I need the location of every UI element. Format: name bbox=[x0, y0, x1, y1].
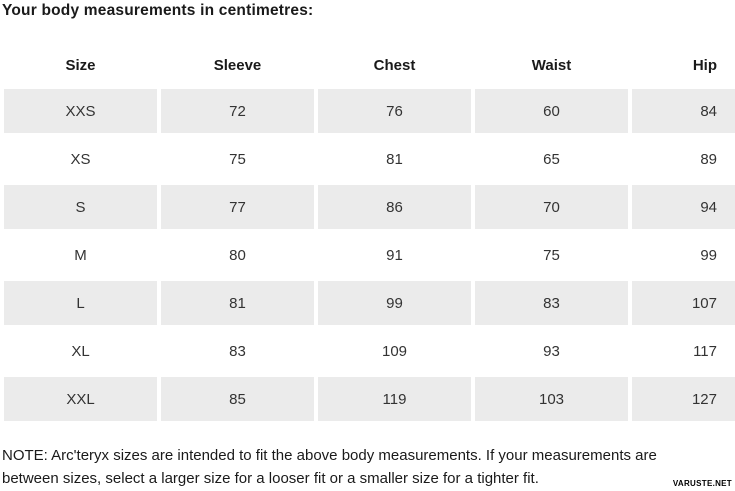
waist-value: 60 bbox=[475, 89, 628, 133]
hip-value: 94 bbox=[632, 185, 735, 229]
column-header-sleeve: Sleeve bbox=[213, 56, 262, 74]
size-fit-note: NOTE: Arc'teryx sizes are intended to fi… bbox=[2, 444, 702, 490]
waist-value: 83 bbox=[475, 281, 628, 325]
size-chart-table: Size Sleeve Chest Waist Hip XXS 72 76 60… bbox=[0, 45, 735, 425]
hip-value: 99 bbox=[700, 246, 717, 264]
table-row-xxl: XXL 85 119 103 127 bbox=[0, 377, 735, 421]
varuste-net-watermark: VARUSTE.NET bbox=[672, 479, 732, 488]
sleeve-value: 80 bbox=[229, 246, 246, 264]
table-row-l: L 81 99 83 107 bbox=[0, 281, 735, 325]
table-row-m: M 80 91 75 99 bbox=[0, 233, 735, 277]
table-row-xl: XL 83 109 93 117 bbox=[0, 329, 735, 373]
table-row-xxs: XXS 72 76 60 84 bbox=[0, 89, 735, 133]
waist-value: 75 bbox=[543, 246, 560, 264]
size-label: L bbox=[4, 281, 157, 325]
table-row-s: S 77 86 70 94 bbox=[0, 185, 735, 229]
sleeve-value: 81 bbox=[161, 281, 314, 325]
waist-value: 103 bbox=[475, 377, 628, 421]
note-line-2: between sizes, select a larger size for … bbox=[2, 470, 539, 487]
chest-value: 76 bbox=[318, 89, 471, 133]
note-line-1: NOTE: Arc'teryx sizes are intended to fi… bbox=[2, 447, 657, 464]
chest-value: 81 bbox=[386, 150, 403, 168]
size-label: S bbox=[4, 185, 157, 229]
hip-value: 84 bbox=[632, 89, 735, 133]
column-header-hip: Hip bbox=[692, 56, 717, 74]
sleeve-value: 77 bbox=[161, 185, 314, 229]
waist-value: 93 bbox=[543, 342, 560, 360]
size-label: XS bbox=[70, 150, 91, 168]
chest-value: 91 bbox=[386, 246, 403, 264]
size-label: XXS bbox=[4, 89, 157, 133]
column-header-size: Size bbox=[65, 56, 96, 74]
size-label: M bbox=[74, 246, 87, 264]
size-label: XXL bbox=[4, 377, 157, 421]
column-header-chest: Chest bbox=[373, 56, 416, 74]
sleeve-value: 75 bbox=[229, 150, 246, 168]
waist-value: 65 bbox=[543, 150, 560, 168]
sleeve-value: 83 bbox=[229, 342, 246, 360]
chest-value: 99 bbox=[318, 281, 471, 325]
page-title: Your body measurements in centimetres: bbox=[2, 2, 314, 19]
waist-value: 70 bbox=[475, 185, 628, 229]
hip-value: 127 bbox=[632, 377, 735, 421]
size-label: XL bbox=[71, 342, 90, 360]
hip-value: 117 bbox=[693, 342, 717, 360]
hip-value: 107 bbox=[632, 281, 735, 325]
sleeve-value: 85 bbox=[161, 377, 314, 421]
chest-value: 109 bbox=[381, 342, 408, 360]
column-header-waist: Waist bbox=[531, 56, 572, 74]
sleeve-value: 72 bbox=[161, 89, 314, 133]
hip-value: 89 bbox=[700, 150, 717, 168]
table-row-xs: XS 75 81 65 89 bbox=[0, 137, 735, 181]
chest-value: 119 bbox=[318, 377, 471, 421]
table-header-row: Size Sleeve Chest Waist Hip bbox=[0, 45, 735, 85]
chest-value: 86 bbox=[318, 185, 471, 229]
